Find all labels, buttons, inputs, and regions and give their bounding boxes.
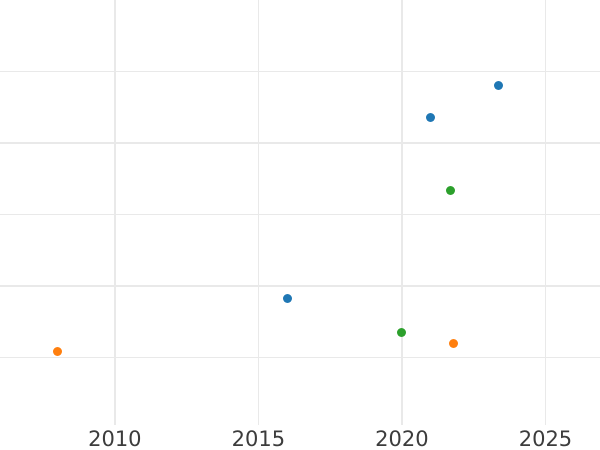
x-tick-label: 2025 — [518, 427, 573, 450]
scatter-point-blue — [282, 293, 292, 303]
plot-area — [0, 0, 600, 425]
gridline-vertical — [544, 0, 547, 425]
gridline-horizontal — [0, 356, 600, 359]
gridline-horizontal — [0, 285, 600, 287]
scatter-point-green — [446, 185, 456, 195]
x-tick-label: 2020 — [375, 427, 429, 450]
scatter-point-green — [397, 327, 407, 337]
scatter-point-orange — [52, 347, 62, 357]
gridline-vertical — [257, 0, 260, 425]
gridline-vertical — [114, 0, 116, 425]
gridline-horizontal — [0, 142, 600, 144]
x-tick-label: 2010 — [88, 427, 142, 450]
gridline-horizontal — [0, 70, 600, 73]
gridline-horizontal — [0, 213, 600, 216]
scatter-point-blue — [426, 112, 436, 122]
x-tick-label: 2015 — [231, 427, 286, 450]
scatter-point-orange — [449, 339, 459, 349]
scatter-point-blue — [493, 81, 503, 91]
gridline-vertical — [401, 0, 403, 425]
